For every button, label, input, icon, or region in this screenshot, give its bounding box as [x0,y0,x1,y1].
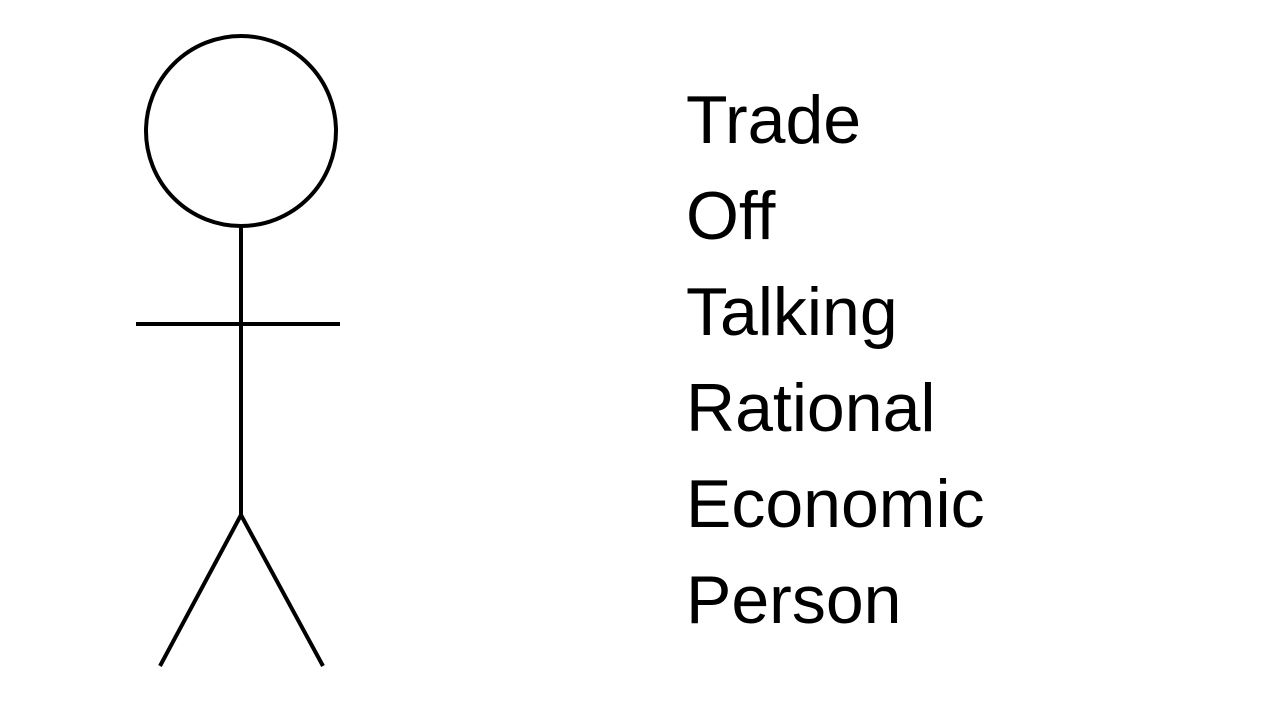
word-off: Off [686,178,776,254]
word-economic: Economic [686,466,985,542]
stick-figure-left-leg [158,514,243,667]
stick-figure-right-leg [239,514,325,667]
word-talking: Talking [686,274,898,350]
word-list: Trade Off Talking Rational Economic Pers… [686,72,985,648]
word-person: Person [686,562,902,638]
word-rational: Rational [686,370,936,446]
word-trade: Trade [686,82,862,158]
stick-figure-head [144,34,338,228]
